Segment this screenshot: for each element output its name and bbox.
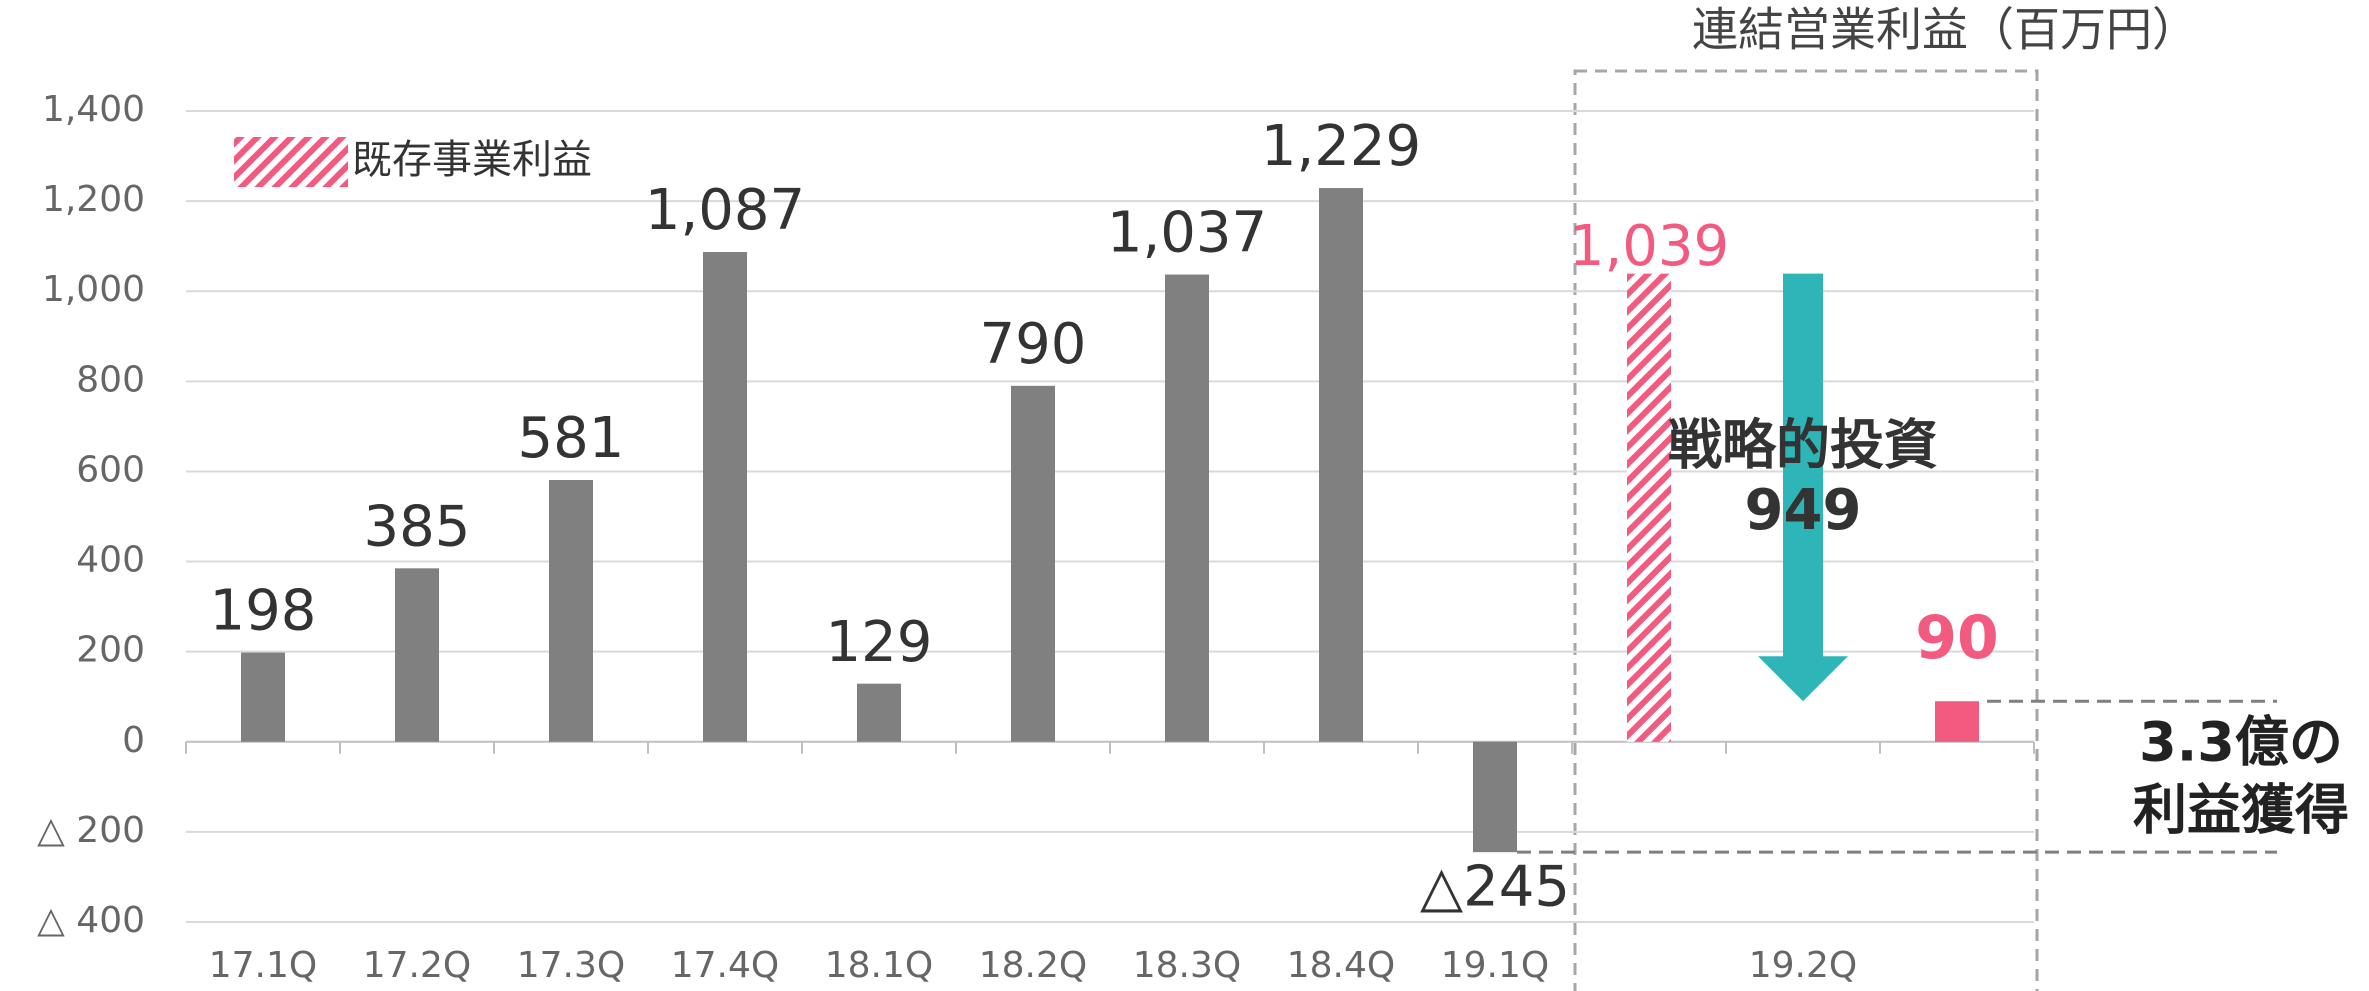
value-label: 129 bbox=[826, 610, 933, 675]
bar bbox=[1473, 741, 1517, 853]
bar bbox=[395, 568, 439, 742]
x-tick-label: 17.2Q bbox=[363, 945, 472, 986]
value-label: 198 bbox=[210, 579, 317, 644]
x-tick-label: 18.2Q bbox=[979, 945, 1088, 986]
period-frame bbox=[1573, 69, 2039, 991]
legend-swatch bbox=[234, 137, 348, 187]
x-tick-label: 17.1Q bbox=[209, 945, 318, 986]
x-tick-label: 19.1Q bbox=[1441, 945, 1550, 986]
x-tick-label: 19.2Q bbox=[1749, 945, 1858, 986]
y-tick-label: △ 200 bbox=[37, 810, 145, 851]
y-tick-label: 600 bbox=[76, 449, 145, 490]
x-tick-label: 18.4Q bbox=[1287, 945, 1396, 986]
bar bbox=[1319, 188, 1363, 742]
value-label: 1,087 bbox=[645, 178, 805, 243]
value-label: 1,229 bbox=[1261, 114, 1421, 179]
bar bbox=[1011, 385, 1055, 742]
y-tick-label: 1,200 bbox=[42, 179, 145, 220]
y-tick-label: 200 bbox=[76, 630, 145, 671]
bar bbox=[549, 480, 593, 742]
investment-label: 戦略的投資 bbox=[1668, 414, 1938, 477]
y-tick-label: 1,000 bbox=[42, 269, 145, 310]
value-label: △245 bbox=[1420, 854, 1570, 919]
existing-bar bbox=[1627, 273, 1671, 742]
x-tick-label: 17.3Q bbox=[517, 945, 626, 986]
investment-arrow bbox=[1758, 273, 1848, 702]
x-tick-label: 18.1Q bbox=[825, 945, 934, 986]
value-label: 1,039 bbox=[1569, 214, 1729, 279]
bar bbox=[241, 652, 285, 742]
value-label: 790 bbox=[980, 312, 1087, 377]
annotation: 3.3億の bbox=[2139, 711, 2343, 774]
y-tick-label: 1,400 bbox=[42, 89, 145, 130]
y-tick-label: 400 bbox=[76, 540, 145, 581]
value-label: 385 bbox=[364, 494, 471, 559]
y-tick-label: 0 bbox=[122, 720, 145, 761]
result-label: 90 bbox=[1915, 603, 1999, 673]
annotation: 利益獲得 bbox=[2133, 779, 2349, 842]
chart-title: 連結営業利益（百万円） bbox=[1692, 3, 2198, 57]
investment-value: 949 bbox=[1745, 478, 1862, 543]
result-bar bbox=[1935, 701, 1979, 742]
bar bbox=[857, 683, 901, 742]
x-tick-label: 17.4Q bbox=[671, 945, 780, 986]
y-tick-label: △ 400 bbox=[37, 900, 145, 941]
value-label: 581 bbox=[518, 406, 625, 471]
bar bbox=[1165, 274, 1209, 742]
legend-label: 既存事業利益 bbox=[352, 137, 592, 183]
value-label: 1,037 bbox=[1107, 201, 1267, 266]
y-tick-label: 800 bbox=[76, 359, 145, 400]
x-tick-label: 18.3Q bbox=[1133, 945, 1242, 986]
bar bbox=[703, 252, 747, 742]
